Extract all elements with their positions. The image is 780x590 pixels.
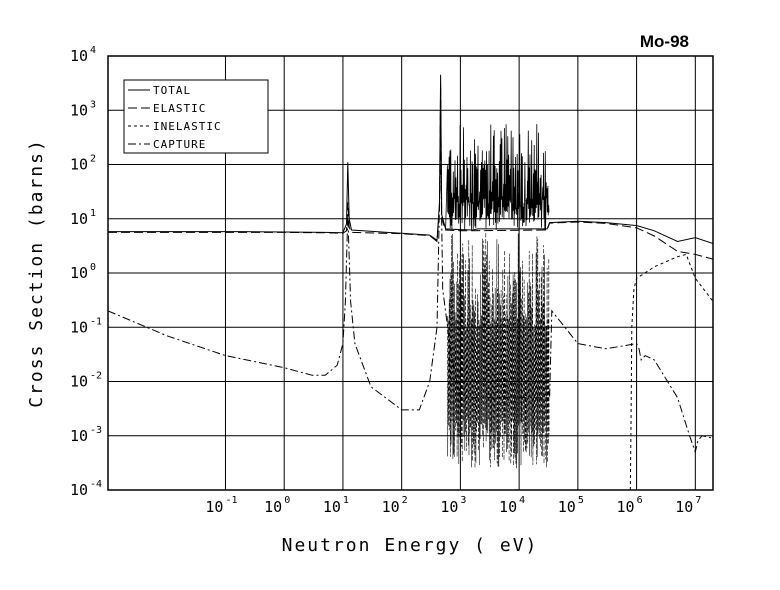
- legend-label: CAPTURE: [153, 138, 206, 151]
- y-tick-base: 10: [70, 481, 88, 499]
- x-tick-base: 10: [675, 498, 693, 516]
- x-tick-base: 10: [617, 498, 635, 516]
- y-tick-exp: -1: [90, 316, 102, 327]
- x-tick-exp: 6: [637, 495, 643, 506]
- y-axis-label: Cross Section (barns): [26, 138, 47, 408]
- legend-item-capture: CAPTURE: [128, 138, 206, 151]
- y-tick-label: 10 3: [70, 99, 96, 119]
- x-tick-base: 10: [205, 498, 223, 516]
- y-tick-exp: 4: [90, 45, 96, 56]
- x-tick-label: 10 3: [440, 495, 466, 516]
- chart-title: Mo-98: [640, 32, 689, 51]
- y-tick-label: 10 -4: [70, 479, 102, 499]
- y-tick-exp: -4: [90, 479, 102, 490]
- legend-box: [123, 79, 269, 154]
- y-tick-label: 10 -1: [70, 316, 102, 336]
- y-tick-exp: 2: [90, 154, 96, 165]
- legend-label: TOTAL: [153, 84, 191, 97]
- legend-item-total: TOTAL: [128, 84, 191, 97]
- x-tick-exp: 4: [519, 495, 525, 506]
- x-tick-exp: 7: [695, 495, 701, 506]
- plot-frame: [107, 55, 714, 491]
- x-tick-labels: 10 -1 10 0 10 1 10 2 10 3 10 4 10 5 10 6 10 7: [205, 495, 701, 516]
- x-tick-label: 10 1: [323, 495, 349, 516]
- x-tick-exp: 5: [578, 495, 584, 506]
- legend-item-elastic: ELASTIC: [128, 102, 206, 115]
- y-tick-base: 10: [70, 373, 88, 391]
- resonance-total: [445, 124, 550, 231]
- x-axis-label: Neutron Energy ( eV): [282, 535, 539, 556]
- legend: TOTAL ELASTIC INELASTIC CAPTURE: [123, 79, 269, 154]
- series-line-elastic: [108, 84, 713, 260]
- x-tick-base: 10: [264, 498, 282, 516]
- x-tick-exp: 2: [402, 495, 408, 506]
- x-tick-base: 10: [323, 498, 341, 516]
- y-tick-base: 10: [70, 318, 88, 336]
- y-tick-base: 10: [70, 427, 88, 445]
- y-tick-label: 10 1: [70, 208, 96, 228]
- resonance-capture: [447, 232, 550, 469]
- x-tick-base: 10: [558, 498, 576, 516]
- y-tick-base: 10: [70, 47, 88, 65]
- legend-label: ELASTIC: [153, 102, 206, 115]
- y-tick-exp: 3: [90, 99, 96, 110]
- x-tick-exp: -1: [225, 495, 237, 506]
- legend-item-inelastic: INELASTIC: [128, 120, 222, 133]
- x-tick-label: 10 -1: [205, 495, 237, 516]
- series-line-capture: [108, 148, 713, 454]
- x-tick-exp: 3: [460, 495, 466, 506]
- x-tick-label: 10 5: [558, 495, 584, 516]
- y-tick-exp: 0: [90, 262, 96, 273]
- x-tick-base: 10: [440, 498, 458, 516]
- x-tick-label: 10 0: [264, 495, 290, 516]
- y-tick-base: 10: [70, 101, 88, 119]
- x-tick-label: 10 2: [382, 495, 408, 516]
- x-tick-exp: 0: [284, 495, 290, 506]
- y-tick-base: 10: [70, 156, 88, 174]
- y-tick-label: 10 4: [70, 45, 96, 65]
- y-tick-exp: -3: [90, 425, 102, 436]
- y-tick-label: 10 -2: [70, 371, 102, 391]
- resonance-region: [445, 124, 550, 469]
- x-tick-label: 10 4: [499, 495, 525, 516]
- x-tick-base: 10: [499, 498, 517, 516]
- y-tick-label: 10 -3: [70, 425, 102, 445]
- y-tick-base: 10: [70, 210, 88, 228]
- x-tick-label: 10 6: [617, 495, 643, 516]
- y-tick-label: 10 2: [70, 154, 96, 174]
- series-layer: [108, 74, 713, 490]
- x-tick-base: 10: [382, 498, 400, 516]
- series-line-inelastic: [629, 253, 713, 490]
- y-tick-label: 10 0: [70, 262, 96, 282]
- legend-label: INELASTIC: [153, 120, 222, 133]
- y-tick-exp: -2: [90, 371, 102, 382]
- y-tick-exp: 1: [90, 208, 96, 219]
- x-tick-label: 10 7: [675, 495, 701, 516]
- x-tick-exp: 1: [343, 495, 349, 506]
- y-tick-base: 10: [70, 264, 88, 282]
